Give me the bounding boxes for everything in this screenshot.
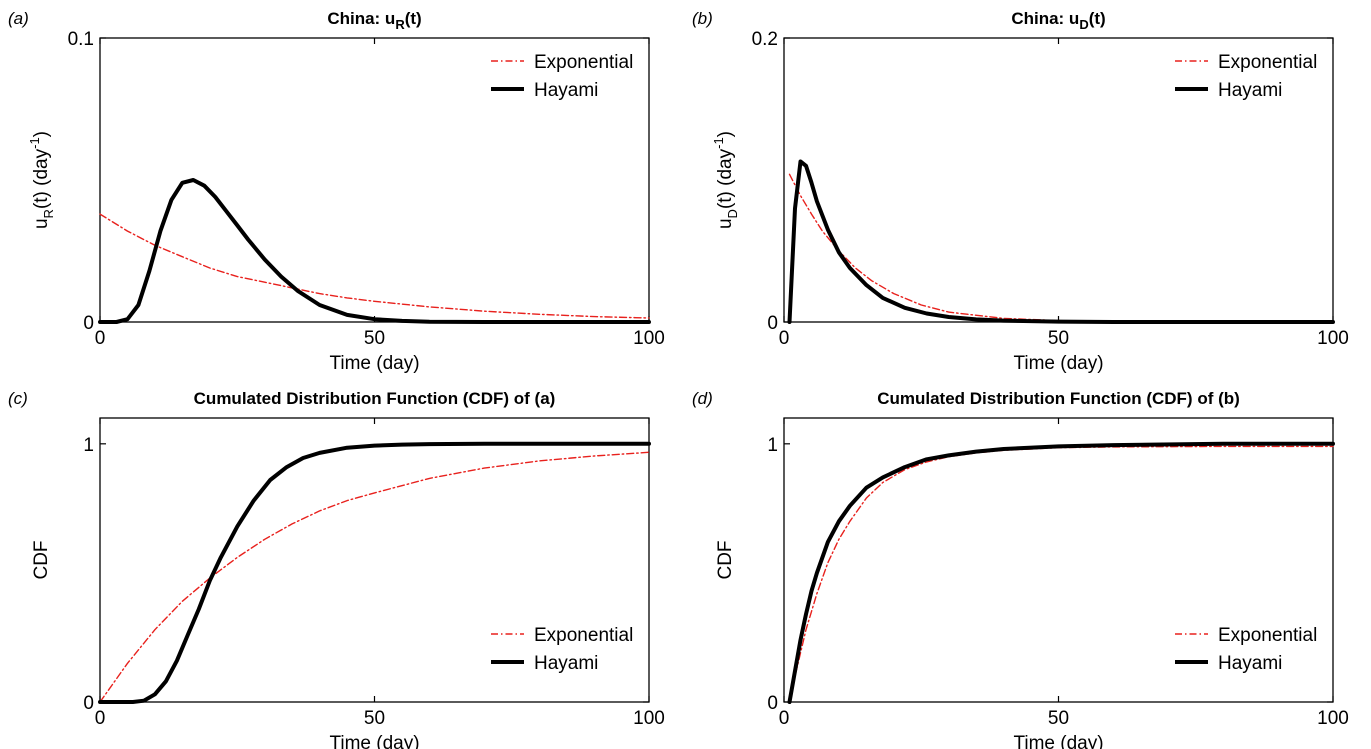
x-tick-label: 50 <box>1048 328 1069 349</box>
y-tick-label: 0.2 <box>752 29 778 50</box>
chart-panel-1: (a) China: uR(t) 0 50 100 0 0.1 Time (day) uR(t)… <box>8 9 665 374</box>
series-line-hayami <box>787 159 1335 324</box>
chart-title: Cumulated Distribution Function (CDF) of… <box>877 389 1240 408</box>
series-line-hayami <box>787 441 1335 704</box>
x-tick-label: 50 <box>364 328 385 349</box>
y-axis-label: CDF <box>715 540 736 579</box>
chart-title: China: uD(t) <box>1011 9 1105 32</box>
panel-label: (b) <box>692 9 713 28</box>
x-tick-label: 0 <box>95 328 106 349</box>
y-tick-label: 0.1 <box>68 29 94 50</box>
legend-label-hayami: Hayami <box>534 653 598 674</box>
legend-label-hayami: Hayami <box>534 80 598 101</box>
panel-label: (a) <box>8 9 29 28</box>
y-tick-label: 1 <box>83 435 94 456</box>
legend-label-exponential: Exponential <box>534 52 633 73</box>
x-tick-label: 100 <box>633 708 665 729</box>
series-line-exponential <box>788 173 1334 323</box>
series-line-hayami <box>98 178 651 324</box>
x-tick-label: 100 <box>1317 328 1349 349</box>
panel-label: (d) <box>692 389 713 408</box>
y-tick-label: 0 <box>83 313 94 334</box>
x-axis-label: Time (day) <box>329 353 419 374</box>
x-tick-label: 0 <box>779 328 790 349</box>
x-tick-label: 50 <box>364 708 385 729</box>
x-axis-label: Time (day) <box>1013 353 1103 374</box>
x-tick-label: 100 <box>1317 708 1349 729</box>
y-axis-label: CDF <box>31 540 52 579</box>
chart-title: Cumulated Distribution Function (CDF) of… <box>194 389 556 408</box>
series-line-exponential <box>99 213 650 319</box>
legend-label-hayami: Hayami <box>1218 80 1282 101</box>
series-line-hayami <box>98 441 651 704</box>
y-tick-label: 0 <box>767 693 778 714</box>
series-line-exponential <box>788 445 1334 703</box>
legend-label-exponential: Exponential <box>1218 625 1317 646</box>
chart-panel-3: (c) Cumulated Distribution Function (CDF)… <box>8 389 665 749</box>
y-axis-label: uD(t) (day-1) <box>711 131 740 229</box>
chart-title: China: uR(t) <box>327 9 421 32</box>
legend-label-hayami: Hayami <box>1218 653 1282 674</box>
x-axis-label: Time (day) <box>329 733 419 749</box>
y-tick-label: 0 <box>83 693 94 714</box>
panel-label: (c) <box>8 389 28 408</box>
x-tick-label: 0 <box>95 708 106 729</box>
legend-label-exponential: Exponential <box>534 625 633 646</box>
y-tick-label: 0 <box>767 313 778 334</box>
x-tick-label: 0 <box>779 708 790 729</box>
chart-panel-2: (b) China: uD(t) 0 50 100 0 0.2 Time (day) uD(t)… <box>692 9 1349 374</box>
y-tick-label: 1 <box>767 435 778 456</box>
series-line-exponential <box>99 451 650 703</box>
x-tick-label: 100 <box>633 328 665 349</box>
x-axis-label: Time (day) <box>1013 733 1103 749</box>
chart-panel-4: (d) Cumulated Distribution Function (CDF)… <box>692 389 1349 749</box>
legend-label-exponential: Exponential <box>1218 52 1317 73</box>
y-axis-label: uR(t) (day-1) <box>27 131 56 229</box>
x-tick-label: 50 <box>1048 708 1069 729</box>
